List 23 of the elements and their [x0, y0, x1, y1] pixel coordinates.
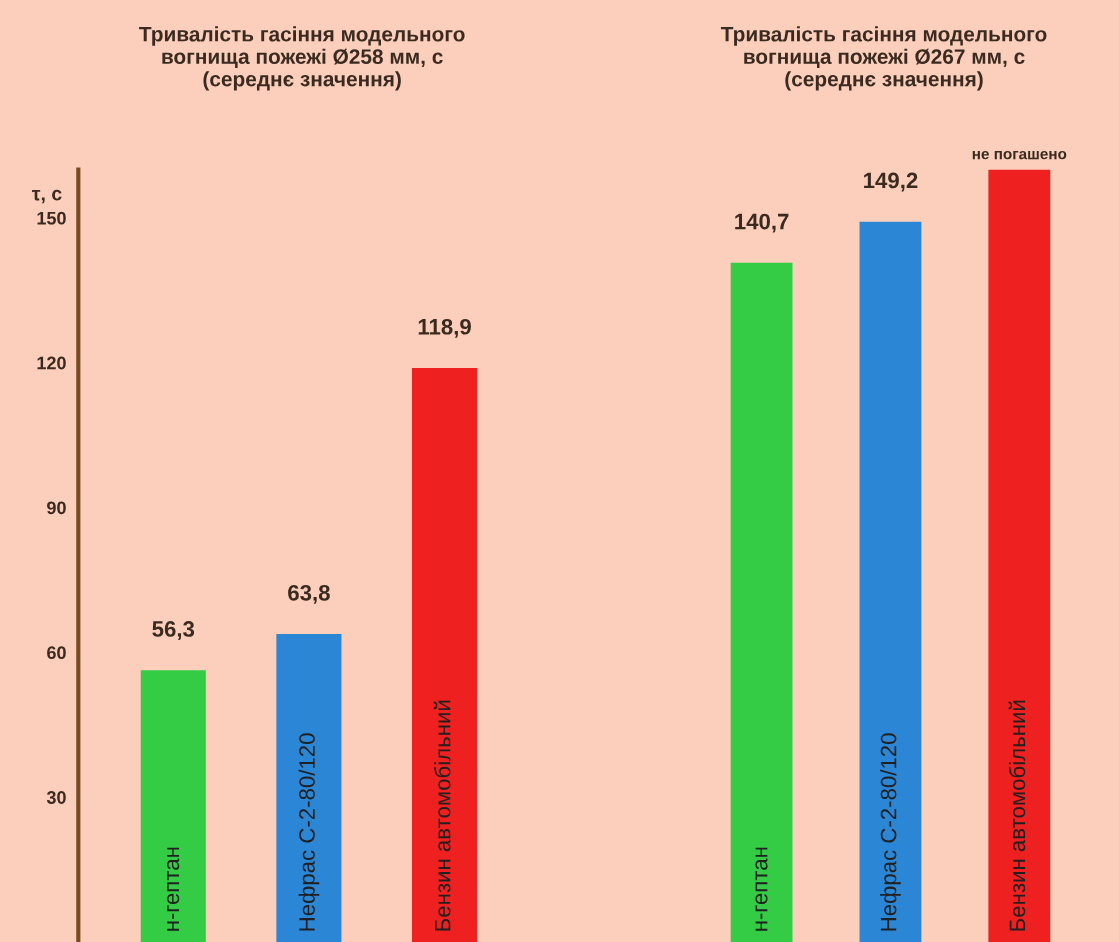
bar	[276, 633, 342, 942]
y-tick-label: 90	[47, 501, 66, 515]
x-tick-label: Бензин автомобільний	[1008, 700, 1026, 931]
y-tick-label: 120	[37, 356, 66, 370]
data-label: 118,9	[418, 318, 471, 338]
data-label: 140,7	[735, 213, 789, 233]
chart-title: Тривалість гасіння модельного вогнища пожежі Ø258 мм, с (середнє значення)	[139, 26, 465, 91]
y-tick-label: 60	[47, 646, 66, 660]
chart-title: Тривалість гасіння модельного вогнища пожежі Ø267 мм, с (середнє значення)	[720, 26, 1047, 91]
y-tick-label: 150	[37, 211, 66, 225]
x-tick-label: Нефрас С-2-80/120	[880, 733, 901, 931]
data-label: 149,2	[864, 172, 918, 192]
bar	[412, 367, 478, 942]
data-label: 56,3	[152, 621, 195, 641]
x-tick-label: н-гептан	[755, 847, 768, 931]
y-axis-title: τ, с	[32, 189, 62, 204]
y-tick-label: 30	[46, 791, 66, 804]
x-tick-label: н-гептан	[167, 847, 180, 931]
x-tick-label: Бензин автомобільний	[433, 700, 451, 931]
x-tick-label: Нефрас С-2-80/120	[298, 733, 320, 931]
data-label: не погашено	[972, 150, 1067, 160]
data-label: 63,8	[288, 584, 330, 604]
bar	[140, 670, 206, 942]
